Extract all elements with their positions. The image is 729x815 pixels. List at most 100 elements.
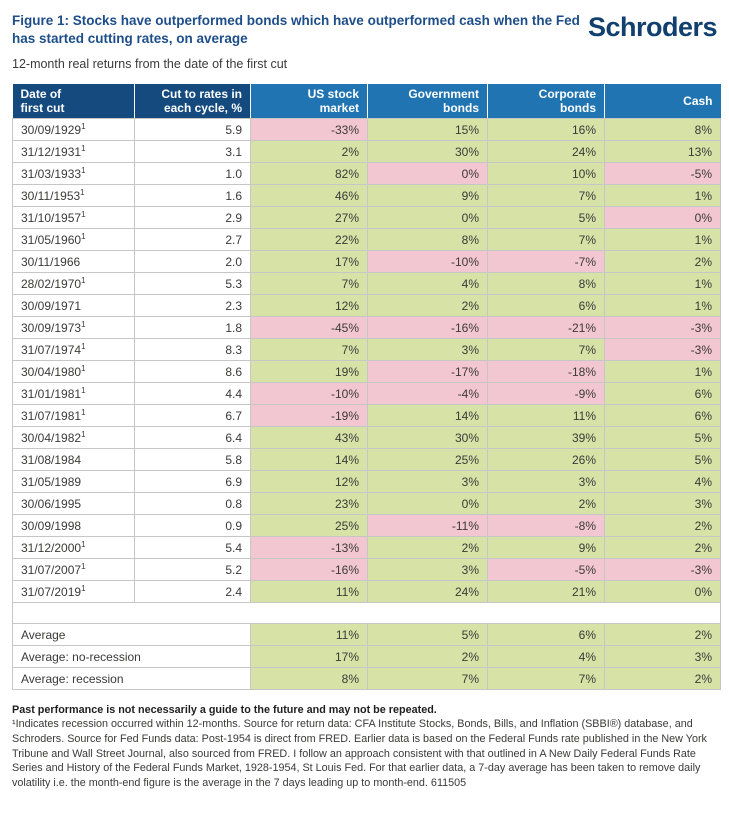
table-row: 30/11/1966 2.0 17% -10% -7% 2% xyxy=(12,250,721,274)
return-cell: -8% xyxy=(487,514,605,538)
return-cell: -21% xyxy=(487,316,605,340)
cut-to-rates-cell: 2.3 xyxy=(134,294,251,318)
cut-to-rates-cell: 0.8 xyxy=(134,492,251,516)
return-cell: 7% xyxy=(487,184,605,208)
return-cell: 6% xyxy=(487,294,605,318)
date-cell: 31/12/20001 xyxy=(12,536,135,560)
return-cell: 2% xyxy=(487,492,605,516)
summary-return-cell: 2% xyxy=(367,645,488,669)
return-cell: 12% xyxy=(250,294,368,318)
return-cell: 2% xyxy=(367,536,488,560)
table-row: 31/10/19571 2.9 27% 0% 5% 0% xyxy=(12,206,721,230)
return-cell: -45% xyxy=(250,316,368,340)
figure-title: Figure 1: Stocks have outperformed bonds… xyxy=(12,13,580,46)
recession-marker: 1 xyxy=(81,407,86,417)
cut-to-rates-cell: 6.7 xyxy=(134,404,251,428)
recession-marker: 1 xyxy=(81,341,86,351)
return-cell: -17% xyxy=(367,360,488,384)
cut-to-rates-cell: 1.6 xyxy=(134,184,251,208)
summary-return-cell: 2% xyxy=(604,623,721,647)
date-cell: 31/03/19331 xyxy=(12,162,135,186)
return-cell: -10% xyxy=(250,382,368,406)
return-cell: -7% xyxy=(487,250,605,274)
summary-return-cell: 7% xyxy=(367,667,488,691)
return-cell: 17% xyxy=(250,250,368,274)
return-cell: 9% xyxy=(487,536,605,560)
col-header-cut-to-rates: Cut to rates in each cycle, % xyxy=(134,83,251,120)
return-cell: 1% xyxy=(604,294,721,318)
return-cell: 6% xyxy=(604,382,721,406)
date-cell: 30/11/1966 xyxy=(12,250,135,274)
cut-to-rates-cell: 1.0 xyxy=(134,162,251,186)
table-row: 30/09/1971 2.3 12% 2% 6% 1% xyxy=(12,294,721,318)
return-cell: 46% xyxy=(250,184,368,208)
summary-label-cell: Average xyxy=(12,623,251,647)
date-cell: 28/02/19701 xyxy=(12,272,135,296)
date-cell: 30/04/19821 xyxy=(12,426,135,450)
return-cell: 4% xyxy=(604,470,721,494)
recession-marker: 1 xyxy=(81,561,86,571)
summary-return-cell: 4% xyxy=(487,645,605,669)
return-cell: 14% xyxy=(250,448,368,472)
return-cell: -16% xyxy=(367,316,488,340)
return-cell: 6% xyxy=(604,404,721,428)
cut-to-rates-cell: 2.0 xyxy=(134,250,251,274)
date-cell: 31/07/19741 xyxy=(12,338,135,362)
return-cell: 2% xyxy=(604,536,721,560)
return-cell: -11% xyxy=(367,514,488,538)
return-cell: 0% xyxy=(604,580,721,604)
return-cell: 12% xyxy=(250,470,368,494)
cut-to-rates-cell: 6.9 xyxy=(134,470,251,494)
summary-return-cell: 17% xyxy=(250,645,368,669)
return-cell: 1% xyxy=(604,360,721,384)
cut-to-rates-cell: 5.9 xyxy=(134,118,251,142)
return-cell: -9% xyxy=(487,382,605,406)
return-cell: -33% xyxy=(250,118,368,142)
return-cell: 3% xyxy=(367,338,488,362)
date-cell: 30/09/19731 xyxy=(12,316,135,340)
return-cell: 1% xyxy=(604,184,721,208)
recession-marker: 1 xyxy=(81,231,86,241)
cut-to-rates-cell: 8.3 xyxy=(134,338,251,362)
return-cell: 10% xyxy=(487,162,605,186)
return-cell: 23% xyxy=(250,492,368,516)
return-cell: 39% xyxy=(487,426,605,450)
recession-marker: 1 xyxy=(81,319,86,329)
return-cell: 3% xyxy=(367,558,488,582)
return-cell: 0% xyxy=(367,206,488,230)
recession-marker: 1 xyxy=(81,385,86,395)
cut-to-rates-cell: 5.2 xyxy=(134,558,251,582)
summary-return-cell: 8% xyxy=(250,667,368,691)
return-cell: 8% xyxy=(367,228,488,252)
return-cell: 14% xyxy=(367,404,488,428)
table-body: 30/09/19291 5.9 -33% 15% 16% 8% 31/12/19311 3.1… xyxy=(12,118,721,691)
table-row: 31/12/20001 5.4 -13% 2% 9% 2% xyxy=(12,536,721,560)
recession-marker: 1 xyxy=(80,187,85,197)
date-cell: 31/07/19811 xyxy=(12,404,135,428)
return-cell: 9% xyxy=(367,184,488,208)
date-cell: 30/06/1995 xyxy=(12,492,135,516)
return-cell: 2% xyxy=(604,514,721,538)
spacer-cell xyxy=(12,602,721,625)
return-cell: 25% xyxy=(250,514,368,538)
return-cell: 5% xyxy=(487,206,605,230)
recession-marker: 1 xyxy=(81,275,86,285)
return-cell: 11% xyxy=(487,404,605,428)
table-row: 31/07/20071 5.2 -16% 3% -5% -3% xyxy=(12,558,721,582)
return-cell: 82% xyxy=(250,162,368,186)
return-cell: -5% xyxy=(487,558,605,582)
col-header-us-stock-market: US stock market xyxy=(250,83,368,120)
figure-subtitle: 12-month real returns from the date of t… xyxy=(12,56,288,71)
return-cell: 13% xyxy=(604,140,721,164)
summary-return-cell: 3% xyxy=(604,645,721,669)
return-cell: 3% xyxy=(487,470,605,494)
date-cell: 31/05/1989 xyxy=(12,470,135,494)
table-row: 31/07/19741 8.3 7% 3% 7% -3% xyxy=(12,338,721,362)
table-row: 28/02/19701 5.3 7% 4% 8% 1% xyxy=(12,272,721,296)
return-cell: 0% xyxy=(367,162,488,186)
table-row: 31/01/19811 4.4 -10% -4% -9% 6% xyxy=(12,382,721,406)
table-row: 30/09/1998 0.9 25% -11% -8% 2% xyxy=(12,514,721,538)
table-row: 31/03/19331 1.0 82% 0% 10% -5% xyxy=(12,162,721,186)
cut-to-rates-cell: 4.4 xyxy=(134,382,251,406)
